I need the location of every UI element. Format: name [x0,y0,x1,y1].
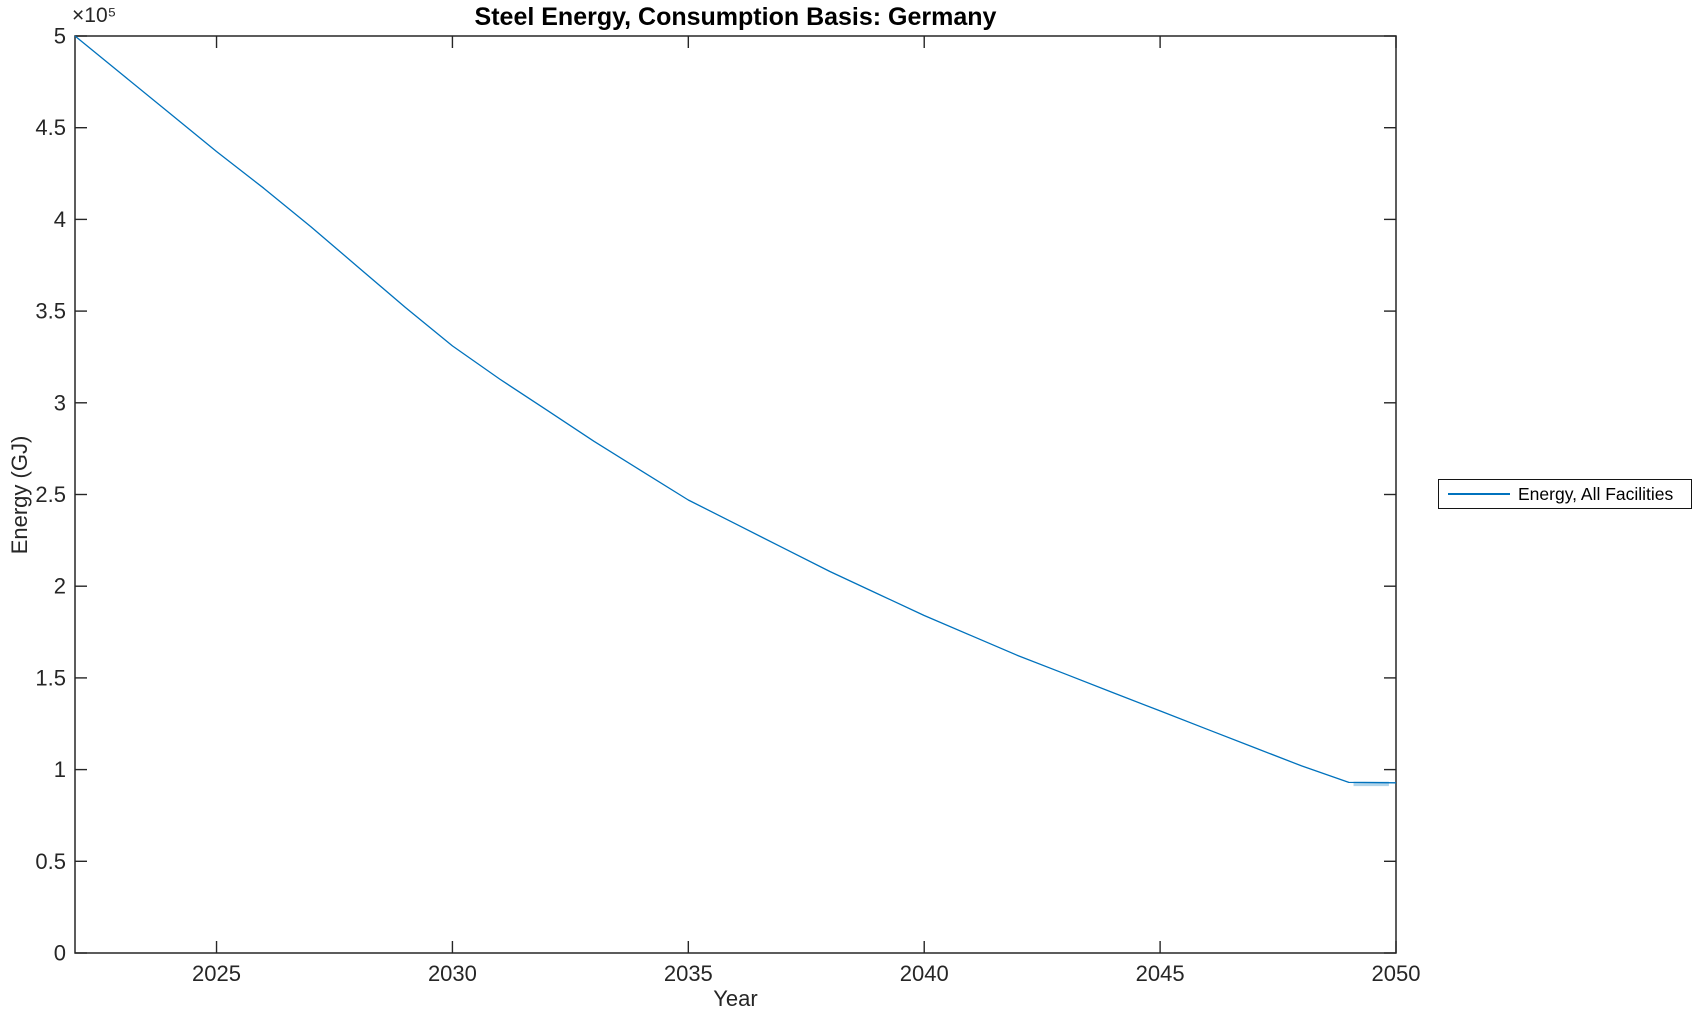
legend-item-label: Energy, All Facilities [1518,483,1674,504]
x-tick-label: 2035 [664,961,713,986]
y-tick-label: 3 [54,390,66,415]
y-tick-label: 0 [54,941,66,966]
y-tick-label: 3.5 [35,299,66,324]
y-tick-label: 1.5 [35,665,66,690]
y-tick-label: 4.5 [35,115,66,140]
y-tick-label: 4 [54,207,66,232]
legend-line-sample-icon [1448,493,1510,495]
x-tick-label: 2030 [428,961,477,986]
y-tick-label: 2.5 [35,482,66,507]
chart-title: Steel Energy, Consumption Basis: Germany [474,3,997,31]
y-tick-label: 2 [54,574,66,599]
x-tick-label: 2040 [900,961,949,986]
x-axis-label: Year [713,986,758,1011]
x-tick-label: 2050 [1372,961,1421,986]
y-tick-label: 5 [54,24,66,49]
x-tick-label: 2045 [1136,961,1185,986]
legend: Energy, All Facilities [1438,479,1692,509]
plot-box [74,35,1397,954]
y-axis-exponent-label: ×10⁵ [72,4,117,27]
y-tick-label: 0.5 [35,849,66,874]
y-tick-label: 1 [54,757,66,782]
data-line [74,35,1397,784]
x-tick-label: 2025 [192,961,241,986]
y-axis-label: Energy (GJ) [7,435,32,555]
